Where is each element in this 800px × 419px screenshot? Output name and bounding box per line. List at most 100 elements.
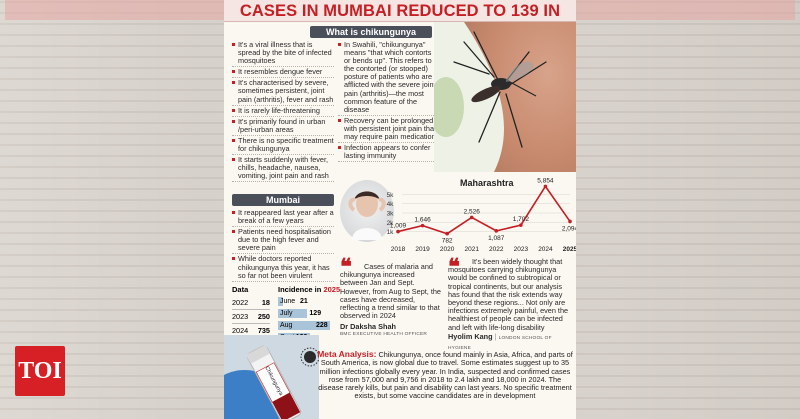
x-tick-label: 2024 — [538, 246, 553, 253]
data-point — [519, 223, 523, 227]
incidence-year: 2025 — [323, 285, 341, 294]
meta-analysis: Meta Analysis: Chikungunya, once found m… — [316, 350, 574, 401]
incidence-bar — [278, 309, 308, 318]
infographic: CASES IN MUMBAI REDUCED TO 139 IN SEPT W… — [224, 0, 576, 419]
incidence-value: 129 — [309, 310, 322, 317]
incidence-heading-text: Incidence in — [278, 285, 322, 294]
headline: CASES IN MUMBAI REDUCED TO 139 IN SEPT — [224, 0, 576, 42]
data-value: 735 — [257, 326, 270, 335]
bullet-item: It is rarely life-threatening — [232, 106, 334, 117]
mumbai-heading: Mumbai — [232, 194, 334, 206]
meta-analysis-heading: Meta Analysis: — [317, 349, 377, 359]
data-point — [568, 219, 572, 224]
meta-analysis-text: Chikungunya, once found mainly in Asia, … — [318, 350, 573, 401]
quote-kang: It's been widely thought that mosquitoes… — [448, 257, 572, 332]
data-label: 1,009 — [390, 223, 407, 230]
data-point — [396, 229, 400, 234]
test-vial-illustration: Chikungunya — [224, 335, 319, 419]
data-label: 2,526 — [464, 208, 481, 215]
incidence-heading: Incidence in 2025 — [278, 285, 340, 294]
data-point — [469, 215, 474, 220]
what-is-left-list: It's a viral illness that is spread by t… — [232, 40, 334, 183]
y-tick-label: 2k — [387, 220, 395, 227]
table-row: 2023 250 — [232, 310, 270, 324]
data-year: 2022 — [232, 298, 249, 307]
maharashtra-chart: Maharashtra 5k 4k 3k 2k 1k1,009 2018 1,646 2019 7… — [387, 177, 576, 253]
mosquito-illustration — [434, 22, 576, 172]
series-line — [397, 184, 571, 235]
bullet-item: In Swahili, "chikungunya" means "that wh… — [338, 40, 438, 116]
incidence-value: 228 — [316, 322, 328, 329]
table-row: 2024 735 — [232, 324, 270, 337]
what-is-right-list: In Swahili, "chikungunya" means "that wh… — [338, 40, 438, 163]
table-row: 2022 18 — [232, 296, 270, 310]
data-value: 250 — [257, 312, 270, 321]
bullet-item: It reappeared last year after a break of… — [232, 208, 334, 228]
quote-author: Dr Daksha Shah — [340, 322, 396, 331]
quote-text: Cases of malaria and chikungunya increas… — [340, 262, 441, 321]
data-year: 2023 — [232, 312, 249, 321]
y-tick-label: 4k — [387, 201, 395, 208]
background-blur-right — [575, 0, 800, 419]
bullet-item: There is no specific treatment for chiku… — [232, 136, 334, 156]
incidence-month: June — [280, 298, 296, 305]
data-table: 2022 18 2023 250 2024 735 — [232, 296, 270, 337]
bullet-item: While doctors reported chikungunya this … — [232, 255, 334, 282]
bullet-item: It's a viral illness that is spread by t… — [232, 40, 334, 68]
quote-author: Hyolim Kang — [448, 332, 493, 341]
bullet-item: It's characterised by severe, sometimes … — [232, 79, 334, 106]
background-band-left — [5, 0, 225, 20]
data-label: 1,087 — [488, 235, 505, 242]
y-tick-label: 3k — [387, 211, 395, 218]
x-tick-label: 2023 — [514, 246, 529, 253]
data-label: 2,094 — [562, 225, 576, 232]
y-tick-label: 5k — [387, 192, 395, 199]
x-tick-label: 2021 — [464, 246, 479, 253]
x-tick-label: 2022 — [489, 246, 504, 253]
bullet-item: It resembles dengue fever — [232, 68, 334, 79]
incidence-month: Aug — [280, 322, 293, 329]
quote-text: It's been widely thought that mosquitoes… — [448, 257, 569, 332]
bullet-item: It starts suddenly with fever, chills, h… — [232, 156, 334, 183]
quote-shah-signature: Dr Daksha Shah BMC EXECUTIVE HEALTH OFFI… — [340, 322, 444, 339]
data-label: 1,646 — [414, 217, 431, 224]
data-value: 18 — [261, 298, 270, 307]
quote-mark-icon: ❝ — [340, 254, 352, 279]
quote-author-role: LONDON SCHOOL OF HYGIENE — [448, 336, 552, 352]
quote-kang-signature: Hyolim Kang | LONDON SCHOOL OF HYGIENE — [448, 332, 552, 352]
incidence-row: June 21 — [278, 296, 330, 307]
incidence-value: 21 — [300, 298, 308, 305]
x-tick-label: 2019 — [415, 246, 430, 253]
mumbai-list: It reappeared last year after a break of… — [232, 208, 334, 283]
bullet-item: Infection appears to confer lasting immu… — [338, 144, 438, 163]
incidence-row: July 129 — [278, 308, 330, 319]
virus-icon — [300, 347, 319, 367]
quote-shah: Cases of malaria and chikungunya increas… — [340, 262, 444, 321]
y-tick-label: 1k — [387, 229, 395, 236]
chart-title: Maharashtra — [460, 178, 515, 188]
woman-icon — [348, 191, 386, 240]
x-tick-label: 2018 — [391, 246, 406, 253]
toi-logo[interactable]: TOI — [15, 346, 65, 396]
incidence-bar — [278, 321, 330, 330]
data-heading: Data — [232, 285, 249, 294]
incidence-bar — [278, 297, 283, 306]
bullet-item: It's primarily found in urban /peri-urba… — [232, 117, 334, 136]
x-tick-label: 2025 — [563, 246, 576, 253]
bullet-item: Recovery can be prolonged with persisten… — [338, 116, 438, 144]
data-point — [543, 184, 548, 189]
data-point — [445, 231, 449, 236]
incidence-row: Aug 228 — [278, 320, 330, 331]
incidence-month: July — [280, 310, 293, 317]
quote-author-role: BMC EXECUTIVE HEALTH OFFICER — [340, 332, 428, 338]
data-label: 1,702 — [513, 216, 530, 223]
data-point — [420, 223, 425, 228]
what-is-heading: What is chikungunya — [310, 26, 432, 38]
data-label: 782 — [442, 238, 453, 245]
data-point — [494, 229, 499, 233]
woman-headache-photo — [340, 180, 394, 242]
x-tick-label: 2020 — [440, 246, 455, 253]
data-label: 5,854 — [537, 177, 554, 184]
background-band-right — [575, 0, 795, 20]
quote-mark-icon: ❝ — [448, 254, 460, 279]
